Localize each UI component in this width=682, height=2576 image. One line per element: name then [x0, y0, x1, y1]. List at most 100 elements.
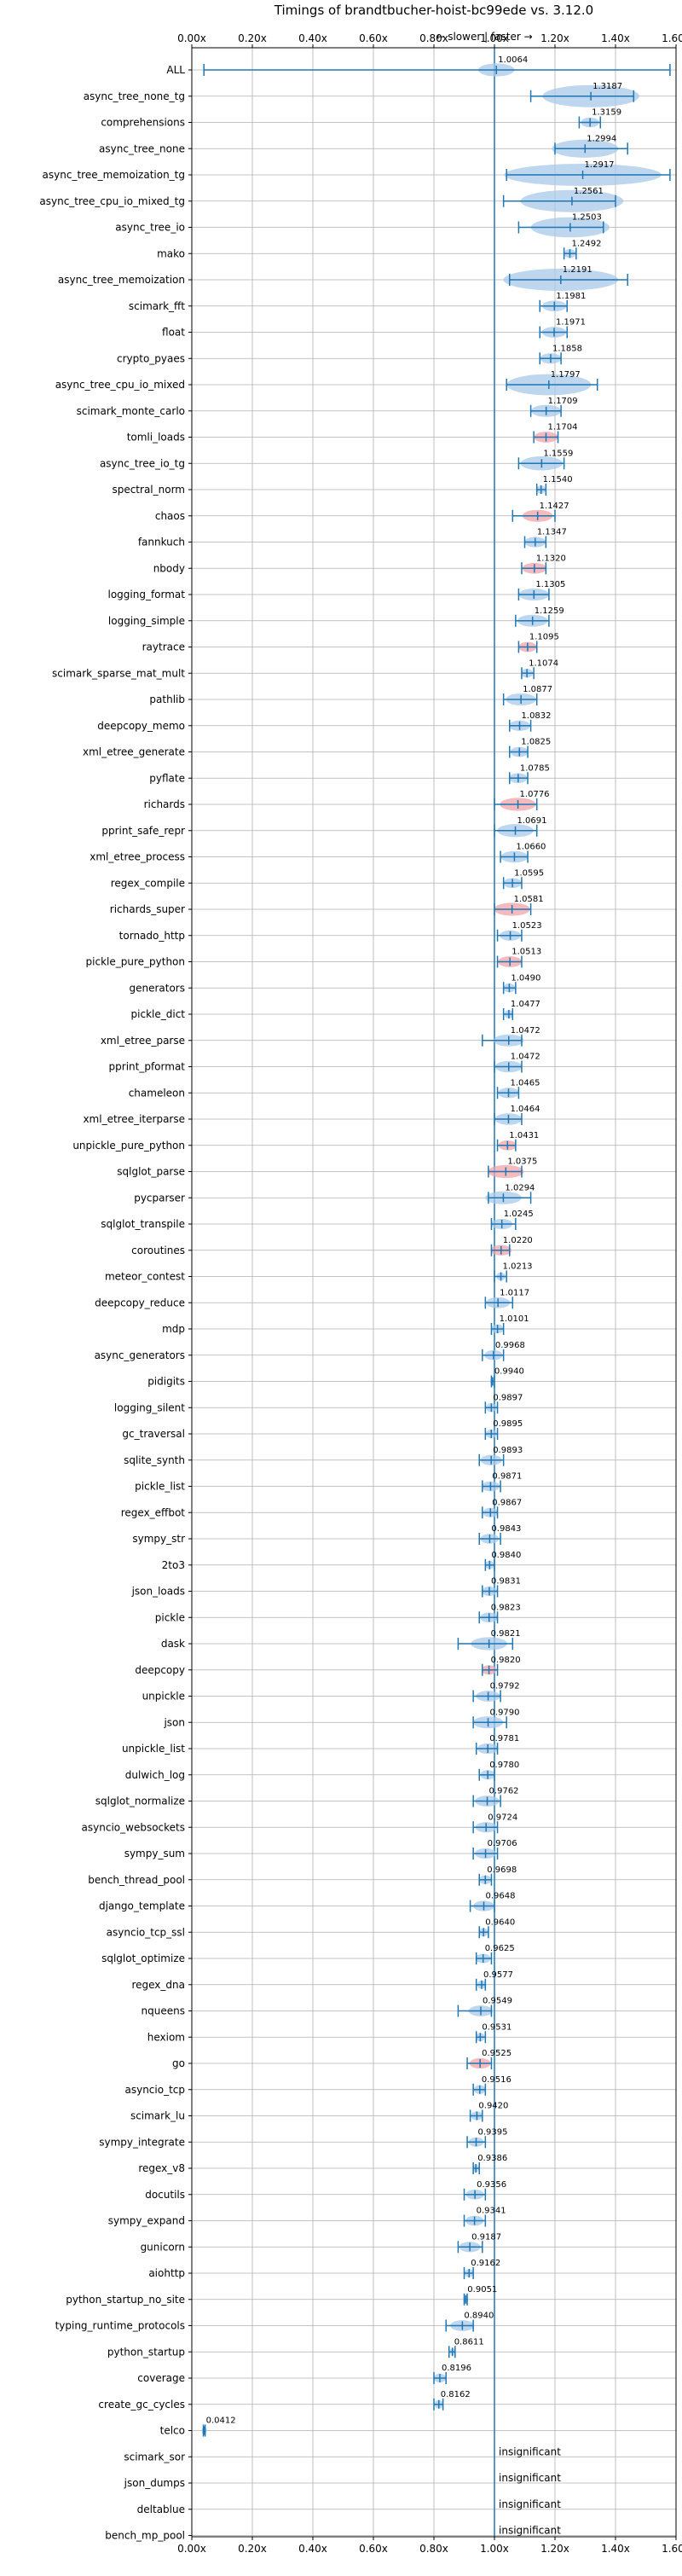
benchmark-label: asyncio_tcp_ssl	[107, 1926, 185, 1938]
value-label: 1.0101	[500, 1314, 529, 1324]
benchmark-label: meteor_contest	[105, 1271, 185, 1283]
value-label: 1.0877	[523, 685, 552, 694]
benchmark-label: deepcopy	[135, 1664, 185, 1676]
x-tick-label-top: 0.80x	[419, 32, 448, 44]
benchmark-label: sqlglot_parse	[117, 1166, 185, 1178]
value-label: 1.0431	[509, 1131, 539, 1140]
benchmark-label: richards_super	[110, 903, 185, 915]
value-label: 0.9356	[477, 2180, 506, 2190]
value-label: 0.9341	[477, 2207, 506, 2216]
benchmark-label: pickle_pure_python	[86, 956, 185, 968]
benchmark-label: pyflate	[149, 772, 185, 784]
benchmark-label: generators	[129, 982, 185, 994]
value-label: 1.3159	[592, 108, 621, 118]
chart-title: Timings of brandtbucher-hoist-bc99ede vs…	[274, 3, 593, 18]
value-label: 1.0513	[512, 948, 541, 957]
benchmark-label: pickle_list	[135, 1481, 185, 1493]
value-label: 1.0785	[520, 763, 550, 773]
value-label: 1.2917	[585, 160, 615, 170]
insignificant-label: insignificant	[499, 2445, 561, 2457]
x-tick-label-bottom: 1.60x	[662, 2543, 682, 2555]
benchmark-label: chameleon	[129, 1087, 185, 1099]
benchmark-label: fannkuch	[138, 537, 185, 548]
benchmark-label: sqlite_synth	[124, 1454, 185, 1466]
benchmark-label: async_tree_cpu_io_mixed	[55, 379, 185, 391]
benchmark-label: django_template	[99, 1900, 185, 1912]
value-label: 0.9051	[467, 2285, 497, 2295]
benchmark-label: create_gc_cycles	[98, 2399, 185, 2411]
value-label: 0.9792	[490, 1682, 520, 1691]
benchmark-label: json	[163, 1716, 185, 1728]
benchmark-label: xml_etree_iterparse	[83, 1113, 185, 1125]
benchmark-label: docutils	[145, 2189, 185, 2201]
benchmark-label: pycparser	[134, 1192, 185, 1204]
value-label: 0.9823	[491, 1603, 521, 1612]
value-label: 0.8196	[442, 2364, 471, 2373]
value-label: 1.1971	[556, 318, 586, 328]
x-tick-label-top: 1.40x	[601, 32, 630, 44]
benchmark-label: typing_runtime_protocols	[55, 2320, 185, 2332]
x-tick-label-bottom: 0.80x	[419, 2543, 448, 2555]
value-label: 0.9820	[491, 1656, 521, 1665]
value-label: 0.9893	[493, 1446, 523, 1455]
value-label: 0.9821	[491, 1629, 521, 1639]
value-label: 0.9790	[490, 1708, 520, 1717]
value-label: 0.9648	[486, 1892, 516, 1901]
benchmark-label: json_dumps	[124, 2477, 185, 2489]
benchmark-label: async_tree_memoization_tg	[43, 169, 185, 181]
value-label: 0.0412	[206, 2416, 236, 2426]
value-label: 0.8940	[464, 2312, 494, 2321]
value-label: 1.2503	[572, 213, 602, 223]
value-label: 1.1559	[543, 449, 573, 458]
value-label: 0.9831	[491, 1577, 521, 1587]
benchmark-label: regex_compile	[111, 877, 185, 889]
benchmark-label: sqlglot_normalize	[95, 1796, 185, 1807]
x-tick-label-top: 0.60x	[359, 32, 388, 44]
benchmark-label: async_tree_cpu_io_mixed_tg	[39, 195, 185, 207]
value-label: 1.0294	[505, 1183, 535, 1192]
value-label: 1.1704	[547, 423, 577, 432]
benchmark-label: sympy_integrate	[99, 2136, 185, 2148]
value-label: 1.1095	[529, 633, 559, 642]
value-label: 1.0472	[511, 1026, 540, 1036]
value-label: 1.3187	[592, 82, 622, 91]
value-label: 1.0117	[500, 1288, 529, 1297]
benchmark-label: python_startup	[107, 2346, 185, 2358]
value-label: 0.9843	[491, 1524, 521, 1534]
benchmark-label: logging_simple	[108, 615, 185, 627]
value-label: 0.9516	[482, 2075, 512, 2085]
benchmark-label: dulwich_log	[125, 1769, 185, 1781]
x-tick-label-top: 1.00x	[480, 32, 509, 44]
benchmark-label: pprint_safe_repr	[101, 825, 185, 837]
benchmark-label: pickle	[155, 1611, 185, 1623]
benchmark-label: pprint_pformat	[109, 1061, 186, 1073]
benchmark-label: sympy_sum	[124, 1848, 185, 1859]
benchmark-label: crypto_pyaes	[117, 352, 185, 364]
value-label: 0.8611	[454, 2337, 484, 2347]
value-label: 1.0581	[514, 895, 544, 904]
value-label: 0.9577	[483, 1970, 513, 1980]
benchmark-label: asyncio_tcp	[124, 2084, 185, 2096]
x-tick-label-bottom: 0.20x	[238, 2543, 267, 2555]
benchmark-label: tomli_loads	[127, 432, 185, 444]
x-tick-label-bottom: 0.60x	[359, 2543, 388, 2555]
value-label: 0.9531	[482, 2022, 512, 2032]
benchmark-label: raytrace	[142, 641, 185, 653]
benchmark-label: unpickle_pure_python	[72, 1140, 185, 1152]
benchmark-label: pathlib	[149, 693, 185, 705]
value-label: 1.2561	[574, 187, 604, 196]
benchmark-label: async_tree_none_tg	[84, 90, 185, 102]
value-label: 1.0776	[520, 790, 550, 799]
value-label: 0.9549	[483, 1997, 512, 2006]
benchmark-label: scimark_lu	[130, 2110, 185, 2122]
value-label: 1.2994	[587, 134, 616, 143]
benchmark-label: hexiom	[147, 2031, 185, 2043]
benchmark-label: pickle_dict	[131, 1008, 186, 1020]
value-label: 0.9386	[477, 2154, 507, 2163]
benchmark-label: async_generators	[95, 1349, 185, 1361]
benchmark-label: sympy_expand	[108, 2215, 185, 2227]
direction-label: ← slower | faster →	[436, 31, 532, 43]
value-label: 1.0064	[498, 55, 528, 65]
value-label: 1.1074	[529, 659, 558, 668]
value-label: 0.9780	[489, 1761, 519, 1770]
